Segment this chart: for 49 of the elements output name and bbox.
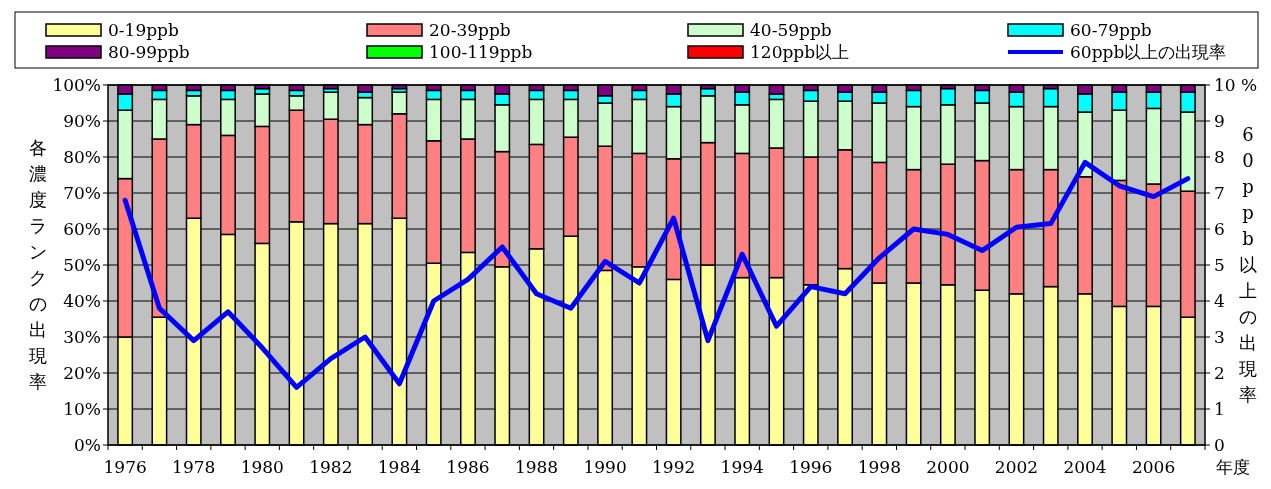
x-tick-label: 2002 [994,457,1039,477]
x-tick-label: 2006 [1131,457,1176,477]
y2-tick-label: 1 [1214,399,1225,419]
x-tick-label: 1986 [446,457,490,477]
x-tick-label: 1984 [377,457,422,477]
y2-tick-label: 5 [1214,255,1225,275]
x-tick-label: 1982 [309,457,353,477]
x-tick-label: 1992 [652,457,696,477]
legend-label: 60ppb以上の出現率 [1070,42,1227,62]
y-tick-label: 70% [63,183,101,203]
legend-label: 120ppb以上 [750,42,850,62]
y-tick-label: 20% [63,363,101,383]
y-tick-label: 60% [63,219,101,239]
x-tick-label: 1990 [583,457,627,477]
y-tick-label: 30% [63,327,101,347]
legend-label: 80-99ppb [108,42,190,62]
y2-tick-label: 6 [1214,219,1225,239]
y2-tick-label: 8 [1214,147,1225,167]
x-axis-title: 年度 [1216,457,1250,477]
x-tick-label: 1976 [103,457,147,477]
y2-tick-label: 3 [1214,327,1225,347]
y2-tick-label: 2 [1214,363,1225,383]
y2-tick-label: 10 % [1214,75,1258,95]
x-tick-label: 1988 [514,457,559,477]
y-tick-label: 80% [63,147,101,167]
y2-tick-label: 4 [1214,291,1225,311]
y2-tick-label: 9 [1214,111,1225,131]
x-tick-label: 1994 [720,457,764,477]
y2-tick-label: 7 [1214,183,1225,203]
legend-label: 100-119ppb [429,42,533,62]
y2-tick-label: 0 [1214,435,1225,455]
y-tick-label: 10% [63,399,101,419]
legend-label: 20-39ppb [429,20,511,40]
y-tick-label: 0% [74,435,101,455]
legend-label: 60-79ppb [1070,20,1152,40]
legend-label: 40-59ppb [750,20,832,40]
x-tick-label: 1996 [789,457,833,477]
x-tick-label: 2000 [926,457,970,477]
y-tick-label: 40% [63,291,101,311]
text: 各濃度ランクの出現率 [29,137,47,392]
y-tick-label: 100% [52,75,101,95]
x-tick-label: 1980 [240,457,284,477]
x-tick-label: 1998 [857,457,901,477]
x-tick-label: 1978 [172,457,216,477]
y-tick-label: 50% [63,255,101,275]
x-tick-label: 2004 [1063,457,1107,477]
y-tick-label: 90% [63,111,101,131]
text: 60ppb以上の出現率 [1239,124,1257,405]
legend-label: 0-19ppb [108,20,179,40]
